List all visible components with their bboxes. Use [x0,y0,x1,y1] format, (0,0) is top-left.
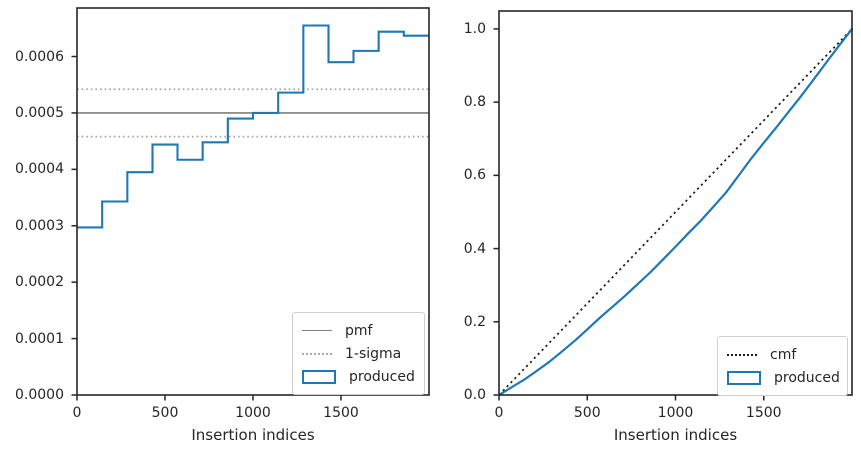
y-tick-label: 0.8 [463,94,486,111]
pmf-line-swatch [302,330,332,331]
y-tick-label: 0.0001 [15,330,64,347]
axes-box [76,7,430,396]
legend-row-sigma: 1-sigma [302,342,414,365]
y-tick-label: 0.0000 [15,387,64,403]
y-tick-label: 0.4 [463,240,486,257]
legend-label-pmf: pmf [345,322,373,339]
cmf-plot: Insertion indices cmf produced 0 500 1000 1… [464,10,854,444]
produced-step-curve [77,24,429,229]
cmf-line [498,28,853,396]
axes-box [498,10,853,396]
y-tick-label: 0.0002 [15,274,64,291]
x-tick-label: 1500 [323,405,359,421]
y-tick-label: 0.0005 [15,104,64,121]
sigma-line-swatch [302,352,332,355]
legend-row-cmf: cmf [727,343,837,366]
legend-label-produced-right: produced [774,369,840,386]
cmf-legend: cmf produced [717,336,848,396]
y-tick-label: 0.0004 [15,161,64,178]
legend-label-cmf: cmf [770,346,797,363]
legend-label-produced-left: produced [349,368,415,385]
legend-row-produced-right: produced [727,366,840,389]
x-tick-label: 1000 [235,405,271,421]
cmf-plot-canvas [493,10,854,401]
x-axis-label-cmf: Insertion indices [613,426,738,444]
legend-row-pmf: pmf [302,319,414,342]
legend-label-sigma: 1-sigma [345,345,402,362]
y-tick-label: 1.0 [463,20,486,37]
x-tick-label: 0 [72,405,82,421]
pmf-plot-canvas [71,7,430,401]
x-tick-label: 500 [573,405,601,421]
x-tick-label: 0 [494,405,504,421]
legend-row-produced-left: produced [302,365,415,388]
x-axis-label-pmf: Insertion indices [191,426,315,444]
y-tick-label: 0.0003 [15,217,64,234]
pmf-legend: pmf 1-sigma produced [292,312,425,395]
y-tick-label: 0.2 [463,313,486,330]
y-tick-label: 0.6 [463,167,486,184]
produced-cdf-curve [497,27,854,397]
produced-curve-swatch [727,370,761,385]
x-tick-label: 1500 [745,405,782,421]
cmf-line-swatch [727,353,757,356]
produced-patch-swatch [302,369,336,384]
pmf-plot: Insertion indices pmf 1-sigma produced 0… [15,7,430,444]
x-tick-label: 1000 [657,405,694,421]
x-tick-label: 500 [151,405,179,421]
y-tick-label: 0.0 [463,387,486,403]
y-tick-label: 0.0006 [15,48,64,65]
